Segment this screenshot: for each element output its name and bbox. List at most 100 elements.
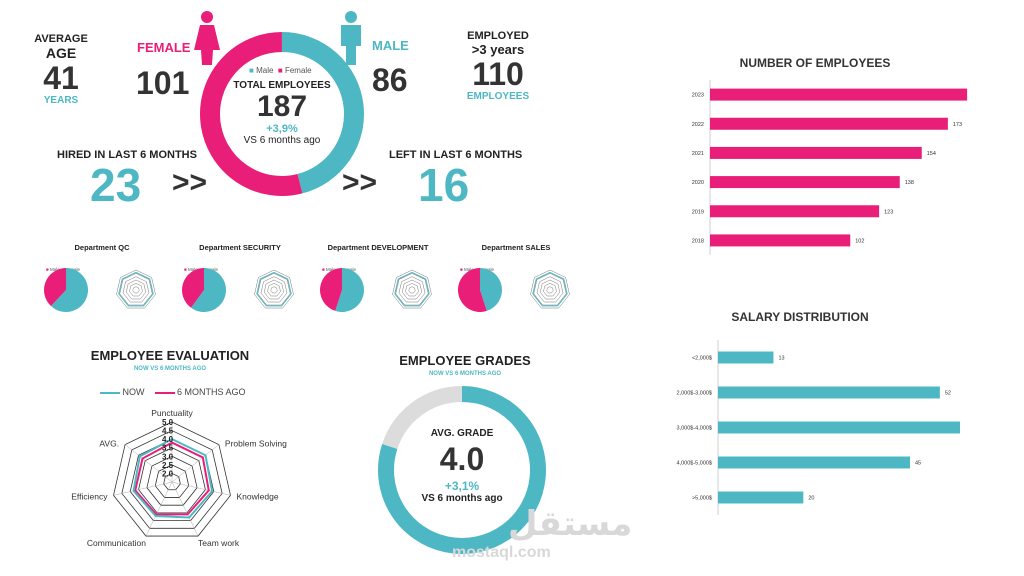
department-radar-ring [270,286,278,294]
bar-value-label: 138 [905,180,914,186]
female-icon [194,11,220,65]
department-radar-ring [398,276,426,303]
employed-label-2: >3 years [471,42,525,57]
donut-male-arc [281,32,364,194]
department-card: Department SALES■ Male ■ Female [456,243,596,323]
donut-female-arc [200,32,303,196]
average-age-block: AVERAGE AGE 41 YEARS [30,33,92,106]
department-pie-male [50,268,88,312]
employees-chart-title: NUMBER OF EMPLOYEES [739,56,891,70]
radar-axis-label: AVG. [99,439,119,449]
department-charts [182,268,294,312]
department-pie-female [458,268,487,312]
department-radar-ring [126,279,146,300]
male-count: 86 [372,62,408,98]
grades-subtitle: NOW VS 6 MONTHS AGO [428,371,502,377]
department-radar-ring [543,283,557,297]
legend-female: Female [284,66,312,75]
department-radar-series [394,271,430,307]
department-radar-ring [116,269,156,309]
bar-category-label: <2,000$ [692,356,712,362]
bar-category-label: >5,000$ [692,496,712,502]
department-radar-ring [392,269,432,309]
bar-value-label: 52 [945,391,951,397]
total-employees-donut [200,32,364,196]
total-block: TOTAL EMPLOYEES 187 +3,9% VS 6 months ag… [222,80,342,146]
radar-scale-label: 3.0 [162,452,174,461]
department-radar-ring [530,269,570,309]
department-charts [320,268,432,312]
dept-legend-male: Male [463,267,474,272]
total-label: TOTAL EMPLOYEES [233,80,331,91]
department-title: Department SECURITY [199,243,281,252]
department-radar-ring [408,286,416,294]
legend-6-months-ago: 6 MONTHS AGO [177,387,246,397]
department-radar-ring [540,279,560,300]
salary-chart-title: SALARY DISTRIBUTION [731,310,869,324]
department-radar-ring [122,276,150,303]
department-pie-male [191,268,226,312]
department-radar-ring [129,283,143,297]
grade-remaining-arc [382,386,463,450]
department-title: Department QC [74,243,130,252]
department-radar-ring [546,286,554,294]
department-radar-ring [257,273,291,306]
evaluation-legend: NOW 6 MONTHS AGO [100,387,246,397]
bar-value-label: 45 [915,461,921,467]
evaluation-radar-chart: 5.04.54.03.53.02.52.0 Punctuality Problem … [71,408,287,548]
avg-grade-label: AVG. GRADE [430,428,494,439]
male-label: MALE [372,38,409,53]
bar-category-label: 2,000$-3,000$ [677,391,712,397]
radar-grid-ring [121,430,223,529]
average-age-unit: YEARS [43,95,79,106]
female-count: 101 [136,65,190,101]
department-radar-ring [395,273,429,306]
radar-axis-label: Knowledge [236,491,278,501]
bar [710,117,948,130]
grade-filled-arc [378,386,546,554]
department-radar-ring [260,276,288,303]
grades-center: AVG. GRADE 4.0 +3,1% VS 6 months ago [412,428,512,504]
department-radar-ring [536,276,564,303]
bar [710,88,968,101]
radar-grid-ring [146,455,198,506]
employed-label: EMPLOYED [467,30,529,42]
evaluation-subtitle: NOW VS 6 MONTHS AGO [133,366,207,372]
department-pie-female [182,268,204,308]
bar [710,146,922,159]
radar-axis-label: Efficiency [71,491,108,501]
department-radar-series [532,271,568,307]
radar-scale-label: 4.5 [162,427,174,436]
department-radar-ring [267,283,281,297]
bar-value-label: 154 [927,151,936,157]
department-radar-ring [254,269,294,309]
left-label: LEFT IN LAST 6 MONTHS [389,149,523,161]
bar-category-label: 2021 [692,151,704,157]
legend-now: NOW [122,387,145,397]
department-radar-ring [119,273,153,306]
radar-axis-line [171,481,231,496]
bar [718,386,940,399]
bar-value-label: 123 [884,209,893,215]
left-value: 16 [418,159,470,211]
bar [710,205,880,218]
bar-value-label: 13 [778,356,784,362]
department-radar-series [256,271,292,307]
radar-axis-line [145,481,173,537]
grades-change: +3,1% [444,479,480,493]
department-radar-ring [264,279,284,300]
radar-axis-line [113,481,173,496]
department-radar-ring [132,286,140,294]
radar-scale-label: 2.0 [162,469,174,478]
male-icon [341,11,361,65]
employees-bar-chart: 2023187202217320211542020138201912320181… [692,80,968,255]
watermark-latin: mostaql.com [452,544,551,561]
bar [718,351,774,364]
department-card: Department DEVELOPMENT■ Male ■ Female [318,243,458,323]
grades-title: EMPLOYEE GRADES [399,353,531,368]
department-charts [44,268,156,312]
bar-category-label: 2018 [692,238,704,244]
dept-legend-male: Male [49,267,60,272]
female-label: FEMALE [137,40,191,55]
radar-axis-line [171,444,220,483]
